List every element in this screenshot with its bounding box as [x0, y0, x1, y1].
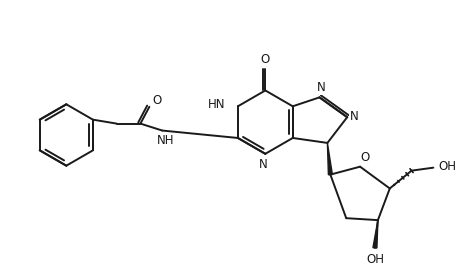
Polygon shape	[372, 220, 377, 248]
Text: N: N	[258, 158, 267, 171]
Text: O: O	[152, 94, 162, 107]
Text: N: N	[349, 110, 358, 123]
Text: NH: NH	[156, 134, 173, 147]
Text: N: N	[316, 81, 325, 94]
Polygon shape	[327, 143, 332, 175]
Text: OH: OH	[365, 253, 383, 266]
Text: OH: OH	[437, 160, 455, 173]
Text: O: O	[260, 53, 269, 66]
Text: O: O	[359, 151, 369, 164]
Text: HN: HN	[207, 98, 224, 111]
